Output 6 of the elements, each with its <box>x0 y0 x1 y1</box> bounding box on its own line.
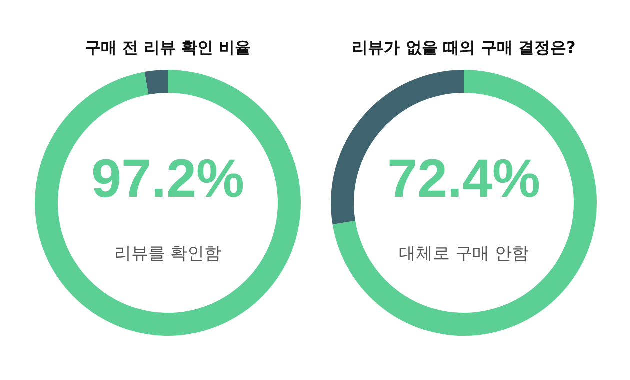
slice-label: 대체로 구매 안함 <box>399 244 529 264</box>
data-label: 97.2% <box>91 149 245 209</box>
chart-title: 구매 전 리뷰 확인 비율 <box>84 38 252 57</box>
data-label: 72.4% <box>387 149 541 209</box>
slice-label: 리뷰를 확인함 <box>114 244 222 264</box>
chart-title: 리뷰가 없을 때의 구매 결정은? <box>352 38 576 57</box>
